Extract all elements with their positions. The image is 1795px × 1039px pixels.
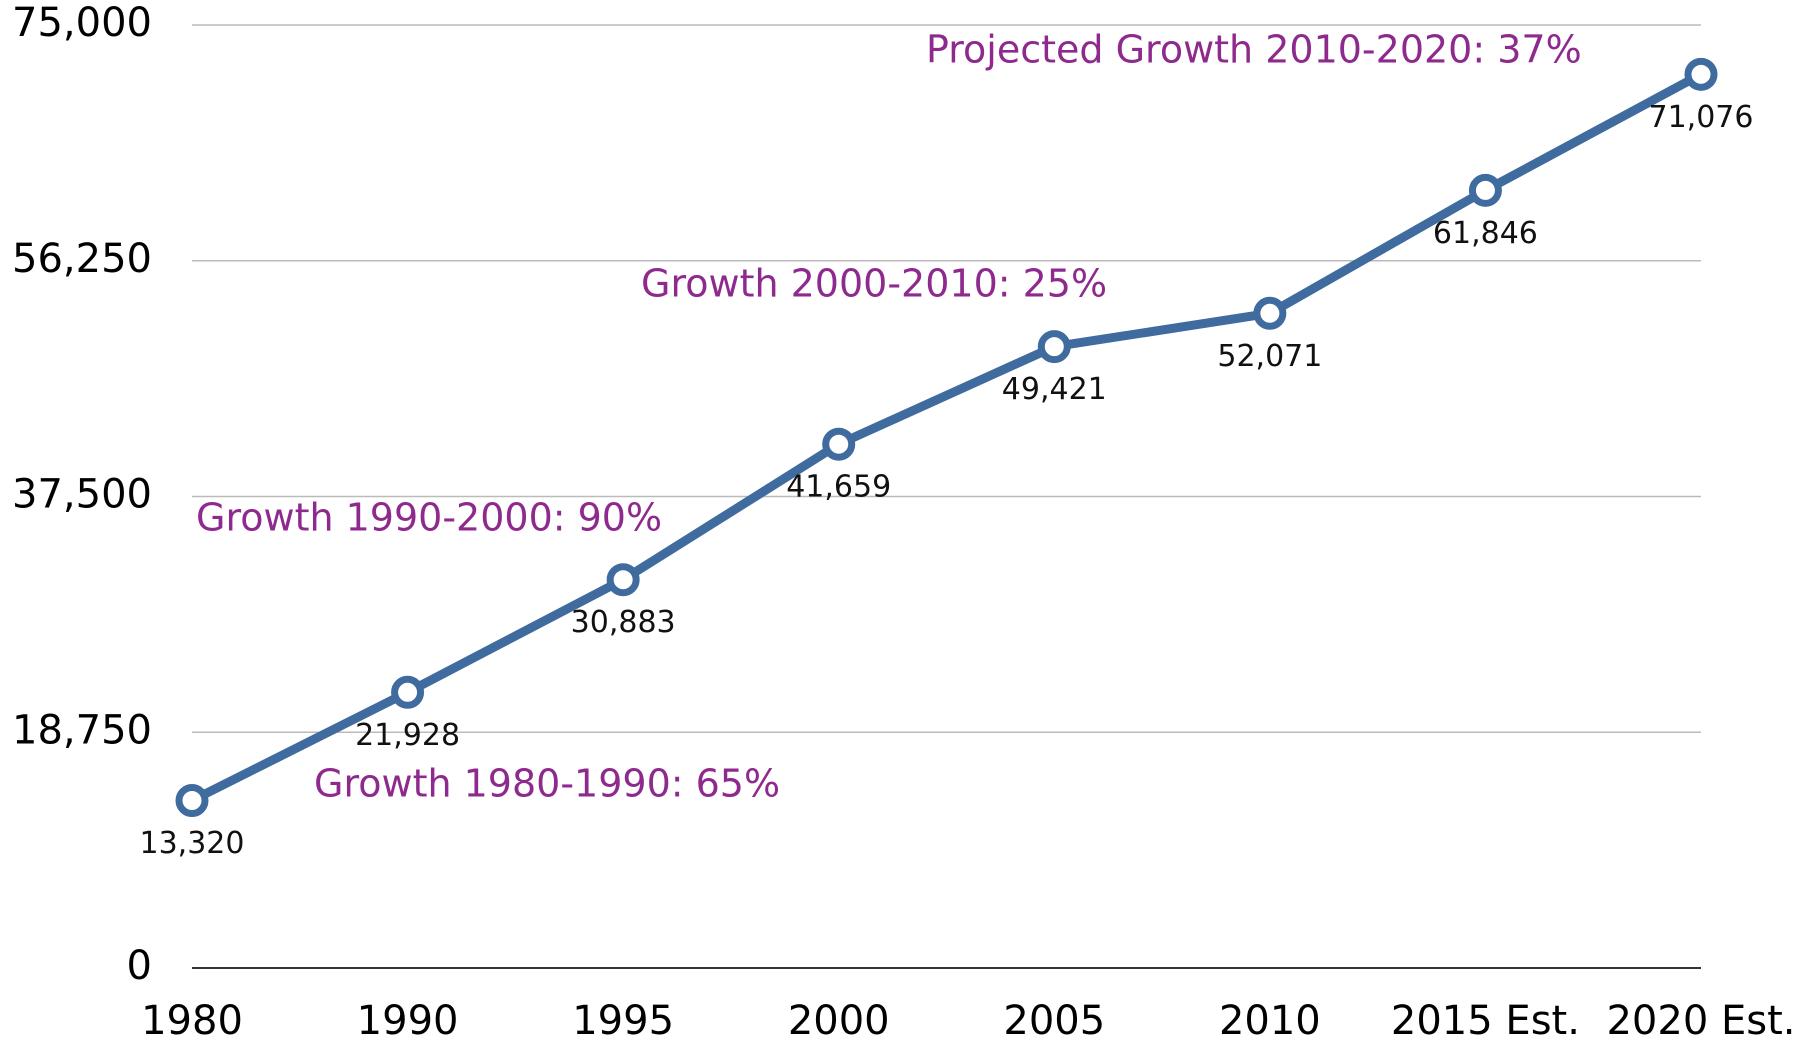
data-point bbox=[822, 427, 856, 461]
annotation: Growth 1980-1990: 65% bbox=[314, 762, 780, 806]
x-tick-label: 1990 bbox=[357, 998, 459, 1039]
data-point bbox=[391, 675, 425, 709]
y-tick-label: 18,750 bbox=[12, 707, 152, 753]
data-label: 30,883 bbox=[571, 605, 676, 640]
data-label: 13,320 bbox=[140, 826, 245, 861]
y-tick-label: 37,500 bbox=[12, 472, 152, 518]
data-label: 49,421 bbox=[1002, 372, 1107, 407]
x-tick-label: 2005 bbox=[1003, 998, 1105, 1039]
y-tick-label: 75,000 bbox=[12, 0, 152, 46]
data-point bbox=[606, 563, 640, 597]
x-tick-label: 2015 Est. bbox=[1391, 998, 1580, 1039]
data-line bbox=[189, 70, 1704, 805]
x-tick-label: 2000 bbox=[788, 998, 890, 1039]
annotation: Growth 2000-2010: 25% bbox=[641, 262, 1107, 306]
data-point bbox=[1468, 173, 1502, 207]
x-tick-label: 2010 bbox=[1219, 998, 1321, 1039]
y-tick-label: 56,250 bbox=[12, 236, 152, 282]
x-tick-label: 2020 Est. bbox=[1606, 998, 1795, 1039]
annotation: Growth 1990-2000: 90% bbox=[196, 496, 662, 540]
data-label: 61,846 bbox=[1433, 216, 1538, 251]
data-point bbox=[175, 784, 209, 818]
data-point bbox=[1037, 330, 1071, 364]
annotation: Projected Growth 2010-2020: 37% bbox=[926, 28, 1582, 72]
data-label: 71,076 bbox=[1649, 100, 1754, 135]
y-tick-label: 0 bbox=[127, 943, 152, 989]
x-tick-label: 1995 bbox=[572, 998, 674, 1039]
data-label: 41,659 bbox=[786, 470, 891, 505]
data-point bbox=[1684, 57, 1718, 91]
data-point bbox=[1253, 296, 1287, 330]
data-label: 52,071 bbox=[1217, 339, 1322, 374]
data-label: 21,928 bbox=[355, 718, 460, 753]
x-tick-label: 1980 bbox=[141, 998, 243, 1039]
